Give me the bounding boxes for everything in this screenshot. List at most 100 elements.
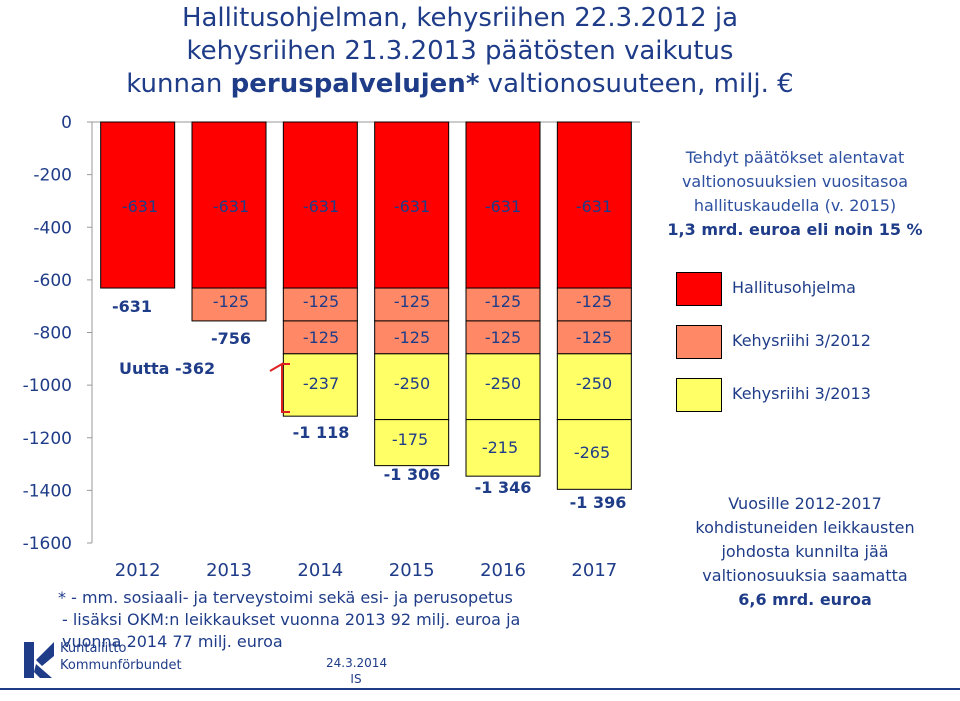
bar-segment (374, 121, 450, 289)
y-tick-label: -1600 (23, 534, 72, 554)
segment-value-label: -125 (485, 328, 521, 347)
legend-item-kehysriihi-2012: Kehysriihi 3/2012 (676, 323, 956, 376)
x-tick-label: 2014 (297, 560, 343, 581)
title-line-2: kehysriihen 21.3.2013 päätösten vaikutus (186, 36, 734, 66)
note-decisions-line-2: valtionosuuksien vuositasoa (681, 172, 909, 191)
legend-label: Kehysriihi 3/2012 (732, 331, 871, 350)
annotation-bracket (269, 362, 290, 413)
bar-segment (191, 287, 267, 322)
bar-total-label: -756 (211, 329, 251, 348)
segment-value-label: -631 (122, 197, 158, 216)
legend-item-hallitusohjelma: Hallitusohjelma (676, 270, 956, 323)
segment-value-label: -125 (576, 328, 612, 347)
legend-swatch (676, 325, 722, 359)
bar-segment (100, 121, 176, 289)
note-total-line-3: johdosta kunnilta jää (721, 542, 889, 561)
segment-value-label: -250 (576, 374, 612, 393)
logo-line-2: Kommunförbundet (60, 658, 182, 673)
y-tick-label: 0 (61, 113, 72, 133)
y-tick-label: -400 (33, 218, 72, 238)
segment-value-label: -125 (303, 292, 339, 311)
title-line-3-prefix: kunnan (126, 69, 231, 99)
x-tick-label: 2016 (480, 560, 526, 581)
y-tick-label: -1400 (23, 481, 72, 501)
segment-value-label: -237 (303, 374, 339, 393)
segment-value-label: -175 (392, 430, 428, 449)
bar-segment (556, 353, 632, 421)
y-tick-label: -800 (33, 324, 72, 344)
bar-segment (556, 121, 632, 289)
footnote-line-2: - lisäksi OKM:n leikkaukset vuonna 2013 … (62, 610, 521, 629)
segment-value-label: -125 (576, 292, 612, 311)
note-total-line-5: 6,6 mrd. euroa (738, 590, 872, 609)
x-tick-label: 2012 (115, 560, 161, 581)
bar-segment (374, 353, 450, 421)
segment-value-label: -631 (576, 197, 612, 216)
bar-segment (282, 121, 358, 289)
segment-value-label: -125 (303, 328, 339, 347)
footnote-line-1: * - mm. sosiaali- ja terveystoimi sekä e… (58, 588, 513, 607)
segment-value-label: -125 (394, 292, 430, 311)
title-line-3-bold: peruspalvelujen* (230, 69, 480, 99)
x-tick-label: 2015 (389, 560, 435, 581)
bar-segment (374, 419, 450, 467)
legend-label: Hallitusohjelma (732, 278, 856, 297)
segment-value-label: -215 (482, 438, 518, 457)
footnote-line-3: vuonna 2014 77 milj. euroa (62, 632, 283, 651)
legend: Hallitusohjelma Kehysriihi 3/2012 Kehysr… (676, 270, 956, 429)
y-tick-label: -600 (33, 271, 72, 291)
note-total-line-2: kohdistuneiden leikkausten (695, 518, 915, 537)
bar-segment (282, 287, 358, 322)
legend-swatch (676, 272, 722, 306)
y-tick-label: -1200 (23, 429, 72, 449)
note-decisions-line-4: 1,3 mrd. euroa eli noin 15 % (667, 220, 923, 239)
segment-value-label: -265 (574, 443, 610, 462)
segment-value-label: -250 (394, 374, 430, 393)
kuntaliitto-logo-icon (24, 642, 54, 678)
y-tick-label: -200 (33, 166, 72, 186)
legend-item-kehysriihi-2013: Kehysriihi 3/2013 (676, 376, 956, 429)
segment-value-label: -631 (485, 197, 521, 216)
chart-title: Hallitusohjelman, kehysriihen 22.3.2012 … (90, 2, 830, 101)
bar-segment (465, 320, 541, 355)
title-line-3-suffix: valtionosuuteen, milj. € (479, 69, 794, 99)
segment-value-label: -631 (303, 197, 339, 216)
slide-date: 24.3.2014 IS (326, 655, 387, 687)
bar-total-label: -631 (112, 297, 152, 316)
logo-line-1: Kuntaliitto (60, 641, 127, 656)
y-tick-label: -1000 (23, 376, 72, 396)
note-total-line-4: valtionosuuksia saamatta (702, 566, 908, 585)
date-line-2: IS (350, 672, 362, 686)
new-cuts-annotation: Uutta -362 (119, 359, 215, 378)
bar-total-label: -1 346 (475, 478, 532, 497)
note-total-cuts: Vuosille 2012-2017 kohdistuneiden leikka… (655, 492, 955, 612)
bar-segment (465, 353, 541, 421)
legend-label: Kehysriihi 3/2013 (732, 384, 871, 403)
segment-value-label: -125 (213, 292, 249, 311)
bar-segment (556, 419, 632, 490)
segment-value-label: -125 (394, 328, 430, 347)
segment-value-label: -125 (485, 292, 521, 311)
bar-total-label: -1 306 (384, 465, 441, 484)
title-line-1: Hallitusohjelman, kehysriihen 22.3.2012 … (181, 3, 739, 33)
segment-value-label: -250 (485, 374, 521, 393)
kuntaliitto-logo: Kuntaliitto Kommunförbundet (22, 638, 202, 682)
bar-segment (191, 121, 267, 289)
note-decisions: Tehdyt päätökset alentavat valtionosuuks… (640, 146, 950, 242)
logo-text: Kuntaliitto Kommunförbundet (60, 640, 182, 674)
legend-swatch (676, 378, 722, 412)
bar-total-label: -1 118 (293, 423, 350, 442)
bar-segment (374, 320, 450, 355)
x-tick-label: 2017 (571, 560, 617, 581)
bar-total-label: -1 396 (570, 493, 627, 512)
bar-segment (282, 353, 358, 417)
x-tick-label: 2013 (206, 560, 252, 581)
note-total-line-1: Vuosille 2012-2017 (728, 494, 882, 513)
segment-value-label: -631 (394, 197, 430, 216)
bar-segment (465, 419, 541, 477)
footnote: * - mm. sosiaali- ja terveystoimi sekä e… (58, 587, 658, 653)
footer-rule (0, 688, 960, 690)
note-decisions-line-1: Tehdyt päätökset alentavat (685, 148, 905, 167)
